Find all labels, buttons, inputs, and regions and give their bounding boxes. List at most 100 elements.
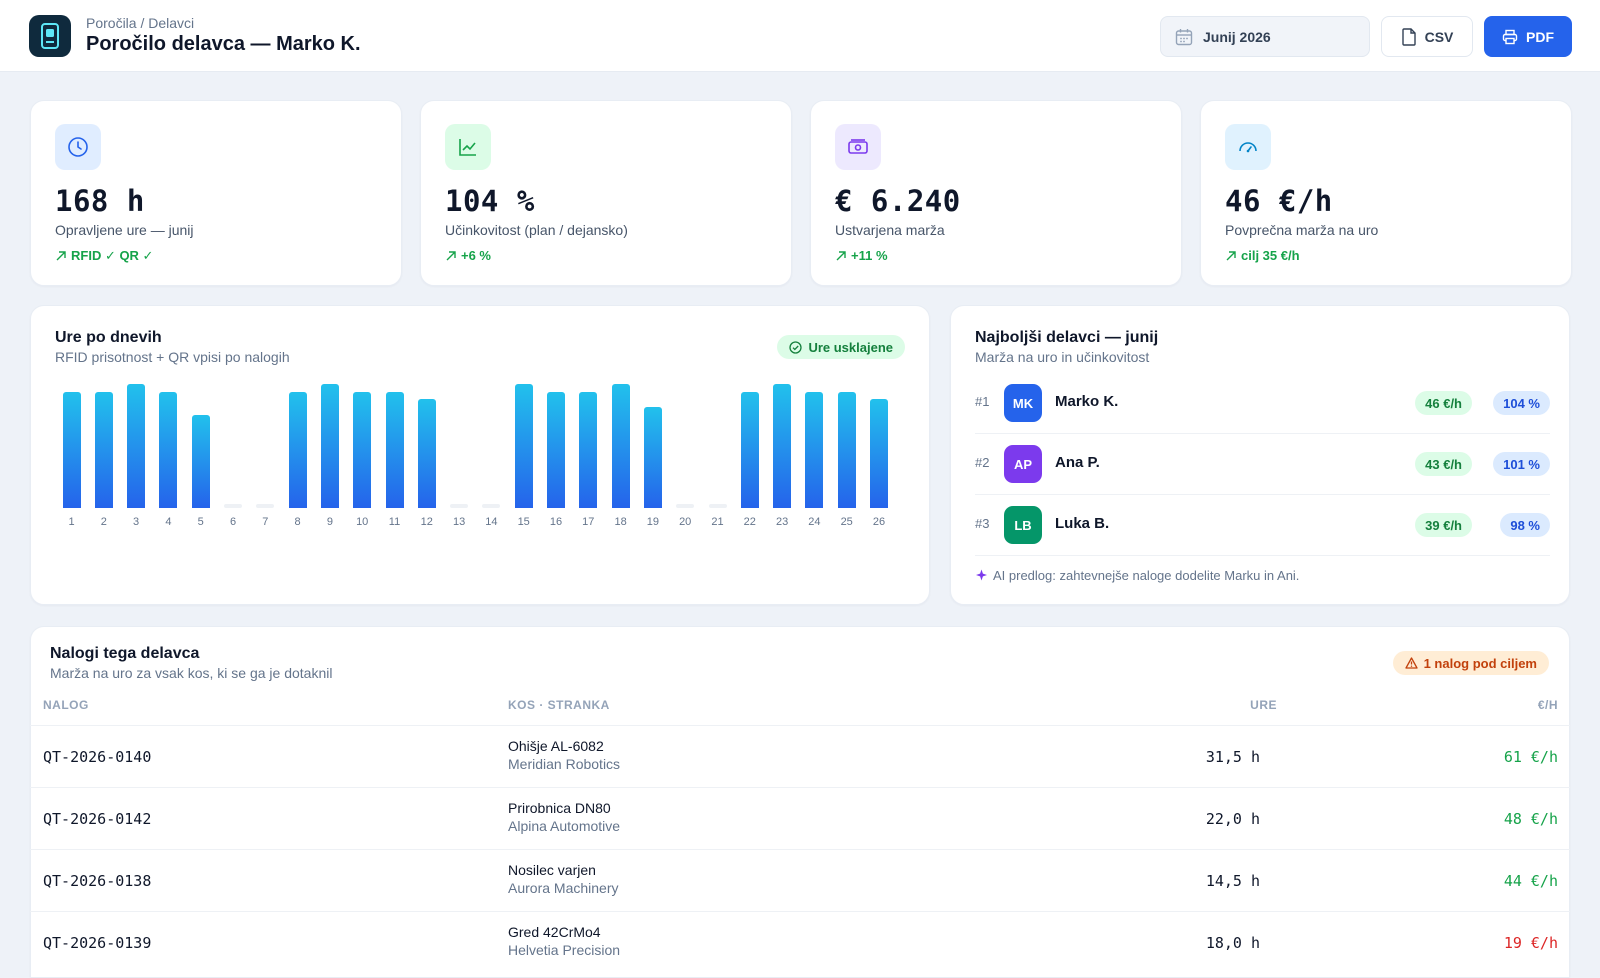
- bar-tick-label: 19: [646, 516, 660, 528]
- bar-day-10[interactable]: 10: [346, 392, 379, 528]
- order-hours: 31,5 h: [1205, 748, 1260, 766]
- column-header-part-client[interactable]: KOS · STRANKA: [508, 698, 610, 712]
- bar-tick-label: 16: [549, 516, 563, 528]
- bar-day-15[interactable]: 15: [507, 384, 540, 528]
- bar: [870, 399, 888, 508]
- bar-day-18[interactable]: 18: [604, 384, 637, 528]
- bar-day-8[interactable]: 8: [281, 392, 314, 528]
- bar-tick-label: 20: [679, 516, 692, 528]
- bar-day-1[interactable]: 1: [55, 392, 88, 528]
- bar-day-5[interactable]: 5: [184, 415, 217, 528]
- order-rate: 48 €/h: [1503, 810, 1558, 828]
- order-code: QT-2026-0142: [43, 810, 152, 828]
- worker-row[interactable]: #2 AP Ana P. 43 €/h 101 %: [975, 434, 1550, 495]
- bar-day-3[interactable]: 3: [120, 384, 153, 528]
- bar-day-19[interactable]: 19: [636, 407, 669, 528]
- bar-day-7[interactable]: 7: [249, 504, 282, 528]
- bar-day-4[interactable]: 4: [152, 392, 185, 528]
- csv-label: CSV: [1424, 28, 1454, 45]
- kpi-card-efficiency: 104 % Učinkovitost (plan / dejansko) +6 …: [420, 100, 792, 286]
- bar-tick-label: 26: [872, 516, 886, 528]
- part-name: Nosilec varjen: [508, 862, 596, 878]
- clock-icon: [55, 124, 101, 170]
- bar: [482, 504, 501, 508]
- bar-day-12[interactable]: 12: [410, 399, 443, 528]
- bar-day-2[interactable]: 2: [87, 392, 120, 528]
- client-name: Meridian Robotics: [508, 756, 621, 772]
- kpi-label: Opravljene ure — junij: [55, 222, 194, 238]
- column-header-hours[interactable]: URE: [1250, 698, 1277, 712]
- bar-tick-label: 2: [100, 516, 107, 528]
- kpi-delta: RFID ✓ QR ✓: [55, 248, 153, 264]
- order-hours: 18,0 h: [1205, 934, 1260, 952]
- bar-day-23[interactable]: 23: [766, 384, 799, 528]
- daily-hours-title: Ure po dnevih: [55, 329, 162, 346]
- bar: [676, 504, 695, 508]
- worker-row[interactable]: #3 LB Luka B. 39 €/h 98 %: [975, 495, 1550, 556]
- bar-tick-label: 6: [229, 516, 237, 528]
- bar-day-11[interactable]: 11: [378, 392, 411, 528]
- column-header-rate[interactable]: €/H: [1537, 698, 1558, 712]
- column-header-order[interactable]: NALOG: [43, 698, 89, 712]
- ai-suggestion-text: AI predlog: zahtevnejše naloge dodelite …: [993, 568, 1300, 583]
- bar-day-16[interactable]: 16: [540, 392, 573, 528]
- bar-tick-label: 23: [775, 516, 789, 528]
- order-code: QT-2026-0139: [43, 934, 152, 952]
- breadcrumb[interactable]: Poročila / Delavci: [86, 15, 195, 31]
- bar: [320, 384, 339, 508]
- bar-day-14[interactable]: 14: [475, 504, 508, 528]
- orders-subtitle: Marža na uro za vsak kos, ki se ga je do…: [50, 665, 333, 681]
- cash-icon: [835, 124, 881, 170]
- export-pdf-button[interactable]: PDF: [1484, 16, 1572, 57]
- app-logo-icon[interactable]: [29, 15, 71, 57]
- order-rate: 44 €/h: [1503, 872, 1558, 890]
- bar-day-21[interactable]: 21: [701, 504, 734, 528]
- worker-row[interactable]: #1 MK Marko K. 46 €/h 104 %: [975, 373, 1550, 434]
- bar-day-6[interactable]: 6: [217, 504, 250, 528]
- arrow-up-right-icon: [446, 250, 456, 260]
- worker-rate-tag: 43 €/h: [1415, 452, 1472, 476]
- order-code: QT-2026-0140: [43, 748, 152, 766]
- bar-day-13[interactable]: 13: [443, 504, 476, 528]
- daily-hours-card: Ure po dnevih RFID prisotnost + QR vpisi…: [30, 305, 930, 605]
- bar: [514, 384, 533, 508]
- bar: [611, 384, 630, 508]
- file-csv-icon: [1401, 27, 1416, 46]
- bar-tick-label: 17: [582, 516, 595, 528]
- bar-tick-label: 10: [356, 516, 369, 528]
- month-picker[interactable]: Junij 2026: [1160, 16, 1370, 57]
- hours-reconciled-badge: Ure usklajene: [777, 335, 905, 359]
- avatar: MK: [1004, 384, 1042, 422]
- avatar: LB: [1004, 506, 1042, 544]
- sparkle-icon: [976, 569, 987, 581]
- bar-day-22[interactable]: 22: [733, 392, 766, 528]
- bar-tick-label: 13: [452, 516, 466, 528]
- worker-efficiency-tag: 101 %: [1493, 452, 1550, 476]
- bar-tick-label: 24: [808, 516, 821, 528]
- bar: [643, 407, 662, 508]
- table-row[interactable]: QT-2026-0138 Nosilec varjen Aurora Machi…: [30, 849, 1570, 911]
- table-row[interactable]: QT-2026-0142 Prirobnica DN80 Alpina Auto…: [30, 787, 1570, 849]
- gauge-icon: [1225, 124, 1271, 170]
- bar-tick-label: 5: [197, 516, 204, 528]
- bar-tick-label: 21: [711, 516, 724, 528]
- bar-day-9[interactable]: 9: [313, 384, 346, 528]
- client-name: Helvetia Precision: [508, 942, 621, 958]
- order-hours: 22,0 h: [1205, 810, 1260, 828]
- bar-day-20[interactable]: 20: [669, 504, 702, 528]
- ai-suggestion: AI predlog: zahtevnejše naloge dodelite …: [975, 568, 1299, 583]
- table-row[interactable]: QT-2026-0139 Gred 42CrMo4 Helvetia Preci…: [30, 911, 1570, 973]
- bar: [708, 504, 727, 508]
- bar-day-24[interactable]: 24: [798, 392, 831, 528]
- bar-tick-label: 14: [485, 516, 498, 528]
- export-csv-button[interactable]: CSV: [1381, 16, 1473, 57]
- bar-day-17[interactable]: 17: [572, 392, 605, 528]
- kpi-card-hourly-margin: 46 €/h Povprečna marža na uro cilj 35 €/…: [1200, 100, 1572, 286]
- bar-day-25[interactable]: 25: [830, 392, 863, 528]
- bar-day-26[interactable]: 26: [863, 399, 896, 528]
- table-row[interactable]: QT-2026-0140 Ohišje AL-6082 Meridian Rob…: [30, 725, 1570, 787]
- bar-tick-label: 1: [68, 516, 75, 528]
- trend-chart-icon: [445, 124, 491, 170]
- kpi-delta: cilj 35 €/h: [1225, 248, 1300, 263]
- printer-icon: [1502, 29, 1518, 44]
